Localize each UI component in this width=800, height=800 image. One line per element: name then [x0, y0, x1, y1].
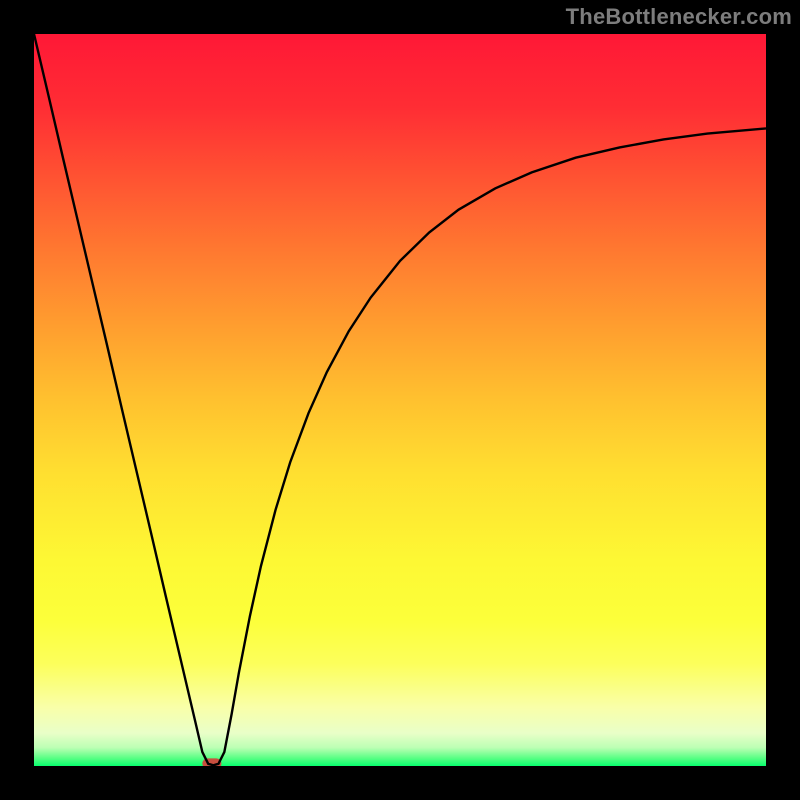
- chart-plot-area: [34, 34, 766, 766]
- chart-curve-path: [34, 34, 766, 765]
- chart-curve-layer: [34, 34, 766, 766]
- watermark-text: TheBottlenecker.com: [566, 4, 792, 30]
